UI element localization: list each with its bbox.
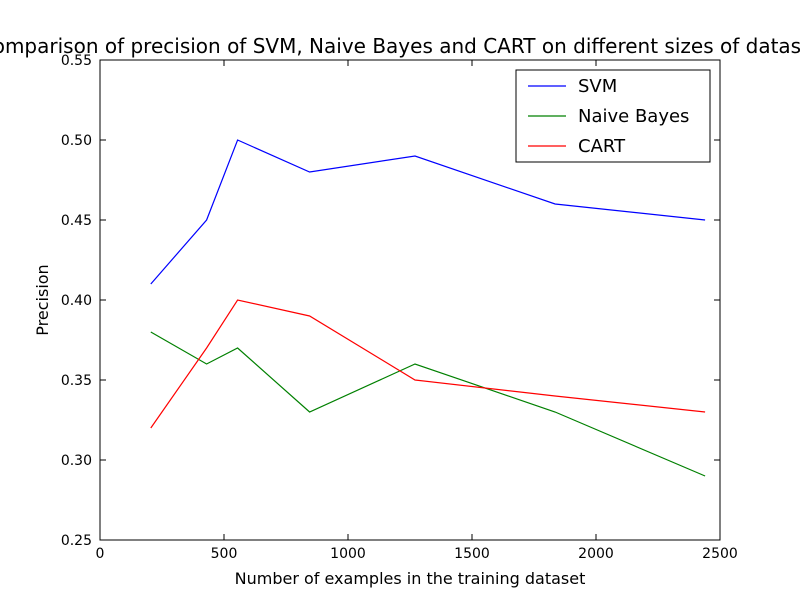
series-line-1 — [150, 331, 706, 477]
y-tick-label: 0.45 — [61, 213, 92, 229]
legend-label-1: Naive Bayes — [578, 106, 689, 127]
x-axis-label: Number of examples in the training datas… — [235, 569, 586, 588]
x-tick-label: 2000 — [578, 546, 614, 562]
y-tick-label: 0.40 — [61, 293, 92, 309]
y-tick-label: 0.55 — [61, 53, 92, 69]
legend-label-2: CART — [578, 136, 626, 157]
y-tick-label: 0.50 — [61, 133, 92, 149]
series-line-0 — [150, 139, 706, 285]
legend: SVM Naive Bayes CART — [515, 69, 711, 163]
x-tick-label: 500 — [211, 546, 238, 562]
chart-title: Comparison of precision of SVM, Naive Ba… — [0, 34, 800, 58]
series-layer — [150, 139, 706, 477]
x-tick-label: 0 — [96, 546, 105, 562]
y-axis-label: Precision — [33, 264, 52, 335]
y-tick-label: 0.35 — [61, 373, 92, 389]
y-tick-label: 0.25 — [61, 533, 92, 549]
x-tick-label: 2500 — [702, 546, 738, 562]
y-tick-label: 0.30 — [61, 453, 92, 469]
series-line-2 — [150, 299, 706, 429]
legend-label-0: SVM — [578, 76, 617, 97]
x-tick-label: 1000 — [330, 546, 366, 562]
axis-ticks: 0 500 1000 1500 2000 2500 0.25 0.30 0.35 0.40 0.45… — [61, 53, 738, 562]
x-tick-label: 1500 — [454, 546, 490, 562]
